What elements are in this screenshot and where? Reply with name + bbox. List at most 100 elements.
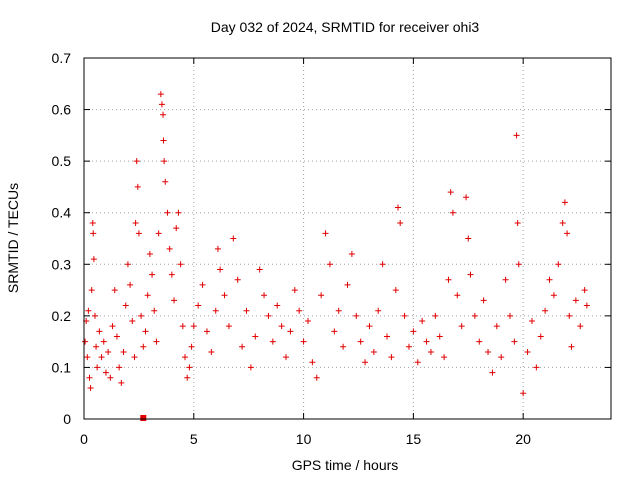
data-point: [214, 245, 221, 252]
data-point: [564, 230, 571, 237]
data-point: [91, 312, 98, 319]
data-point: [173, 225, 180, 232]
data-point: [160, 137, 167, 144]
data-point: [84, 354, 91, 361]
data-point: [160, 111, 167, 118]
data-point: [489, 369, 496, 376]
data-point: [583, 302, 590, 309]
data-point: [269, 338, 276, 345]
data-point: [105, 348, 112, 355]
y-axis-label: SRMTID / TECUs: [5, 183, 21, 293]
data-point: [133, 158, 140, 165]
data-point: [134, 183, 141, 190]
data-point: [190, 323, 197, 330]
data-point: [357, 338, 364, 345]
data-point: [162, 178, 169, 185]
data-point: [542, 307, 549, 314]
axis-ticks: 0 5 10 15 20 0 0.1 0.2 0.3 0.4 0.5 0.6 0.7: [52, 50, 611, 447]
data-point: [447, 189, 454, 196]
data-point: [326, 261, 333, 268]
data-point: [322, 230, 329, 237]
data-point: [132, 220, 139, 227]
grid-lines: [84, 58, 611, 419]
data-point: [309, 359, 316, 366]
data-point: [493, 323, 500, 330]
data-point: [528, 318, 535, 325]
y-tick-label: 0.2: [52, 308, 72, 324]
data-point: [243, 307, 250, 314]
x-tick-label: 5: [190, 431, 198, 447]
data-point: [561, 199, 568, 206]
data-point: [140, 343, 147, 350]
y-tick-label: 0.6: [52, 102, 72, 118]
data-point: [502, 276, 509, 283]
data-point: [480, 297, 487, 304]
data-point: [454, 292, 461, 299]
y-tick-label: 0: [63, 411, 71, 427]
data-point: [177, 261, 184, 268]
data-point: [304, 318, 311, 325]
y-tick-label: 0.7: [52, 50, 72, 66]
data-point: [331, 328, 338, 335]
data-point: [392, 287, 399, 294]
data-point: [485, 348, 492, 355]
data-point: [182, 354, 189, 361]
data-point: [188, 343, 195, 350]
data-point: [221, 292, 228, 299]
data-point: [300, 338, 307, 345]
data-point: [511, 338, 518, 345]
data-point: [153, 338, 160, 345]
data-point: [256, 266, 263, 273]
data-point: [82, 338, 89, 345]
x-tick-label: 0: [80, 431, 88, 447]
data-point: [313, 374, 320, 381]
data-point: [555, 261, 562, 268]
data-point: [348, 250, 355, 257]
data-point: [537, 333, 544, 340]
data-point: [239, 343, 246, 350]
data-point: [432, 312, 439, 319]
data-point: [217, 266, 224, 273]
y-tick-label: 0.3: [52, 256, 72, 272]
data-point: [144, 292, 151, 299]
data-point: [261, 292, 268, 299]
data-point: [395, 204, 402, 211]
data-point: [340, 343, 347, 350]
data-point: [129, 318, 136, 325]
data-point: [370, 348, 377, 355]
data-point: [401, 312, 408, 319]
data-point: [158, 101, 165, 108]
data-point: [471, 312, 478, 319]
data-point: [161, 158, 168, 165]
data-point: [230, 235, 237, 242]
data-point: [506, 312, 513, 319]
data-point: [87, 385, 94, 392]
data-point: [102, 369, 109, 376]
data-point: [184, 374, 191, 381]
data-point: [388, 354, 395, 361]
data-point: [166, 245, 173, 252]
data-point: [581, 287, 588, 294]
data-point: [436, 333, 443, 340]
data-points: [82, 91, 590, 421]
data-point: [142, 328, 149, 335]
data-point: [397, 220, 404, 227]
data-point: [107, 374, 114, 381]
chart-title: Day 032 of 2024, SRMTID for receiver ohi…: [211, 19, 480, 35]
data-point: [465, 235, 472, 242]
data-point: [423, 338, 430, 345]
data-point: [234, 276, 241, 283]
data-point: [379, 261, 386, 268]
y-tick-label: 0.4: [52, 205, 72, 221]
data-point: [90, 256, 97, 263]
data-point: [546, 276, 553, 283]
data-point: [291, 287, 298, 294]
data-point: [449, 209, 456, 216]
data-point: [335, 307, 342, 314]
data-point: [419, 318, 426, 325]
data-point: [89, 220, 96, 227]
data-point: [353, 312, 360, 319]
data-point: [195, 302, 202, 309]
data-point: [86, 374, 93, 381]
